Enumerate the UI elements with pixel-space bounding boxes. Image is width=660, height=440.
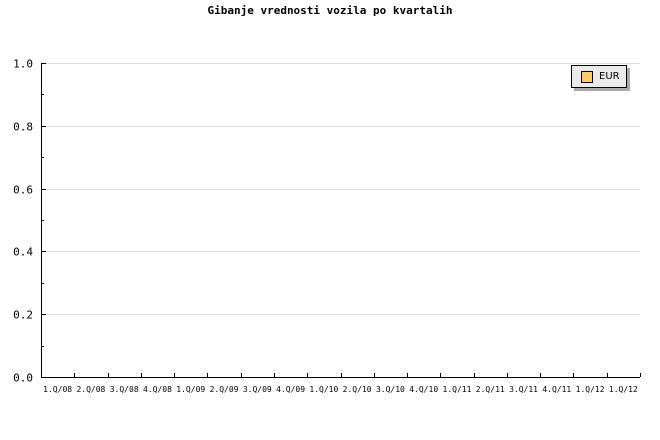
x-tick-label: 3.Q/11 xyxy=(509,385,538,394)
legend-label: EUR xyxy=(599,71,620,82)
x-tick-label: 2.Q/08 xyxy=(76,385,105,394)
x-tick-label: 3.Q/10 xyxy=(376,385,405,394)
x-tick-label: 4.Q/09 xyxy=(276,385,305,394)
x-tick-label: 2.Q/09 xyxy=(210,385,239,394)
x-tick-label: 3.Q/08 xyxy=(110,385,139,394)
y-tick-label: 0.8 xyxy=(13,121,33,134)
y-tick-label: 0.6 xyxy=(13,184,33,197)
x-tick-label: 1.Q/08 xyxy=(43,385,72,394)
x-tick-label: 1.Q/12 xyxy=(609,385,638,394)
x-tick-label: 4.Q/11 xyxy=(542,385,571,394)
x-tick-label: 4.Q/10 xyxy=(409,385,438,394)
x-tick-label: 1.Q/10 xyxy=(309,385,338,394)
x-tick-label: 1.Q/12 xyxy=(576,385,605,394)
x-tick-label: 4.Q/08 xyxy=(143,385,172,394)
x-tick-label: 2.Q/11 xyxy=(476,385,505,394)
x-tick-label: 1.Q/11 xyxy=(443,385,472,394)
legend-swatch xyxy=(581,70,593,83)
x-tick-label: 1.Q/09 xyxy=(176,385,205,394)
chart-title: Gibanje vrednosti vozila po kvartalih xyxy=(207,4,453,17)
x-tick-label: 2.Q/10 xyxy=(343,385,372,394)
y-tick-label: 0.0 xyxy=(13,372,33,385)
y-tick-label: 0.4 xyxy=(13,246,33,259)
y-tick-label: 0.2 xyxy=(13,309,33,322)
x-tick-label: 3.Q/09 xyxy=(243,385,272,394)
y-tick-label: 1.0 xyxy=(13,58,33,71)
legend: EUR xyxy=(571,65,627,88)
